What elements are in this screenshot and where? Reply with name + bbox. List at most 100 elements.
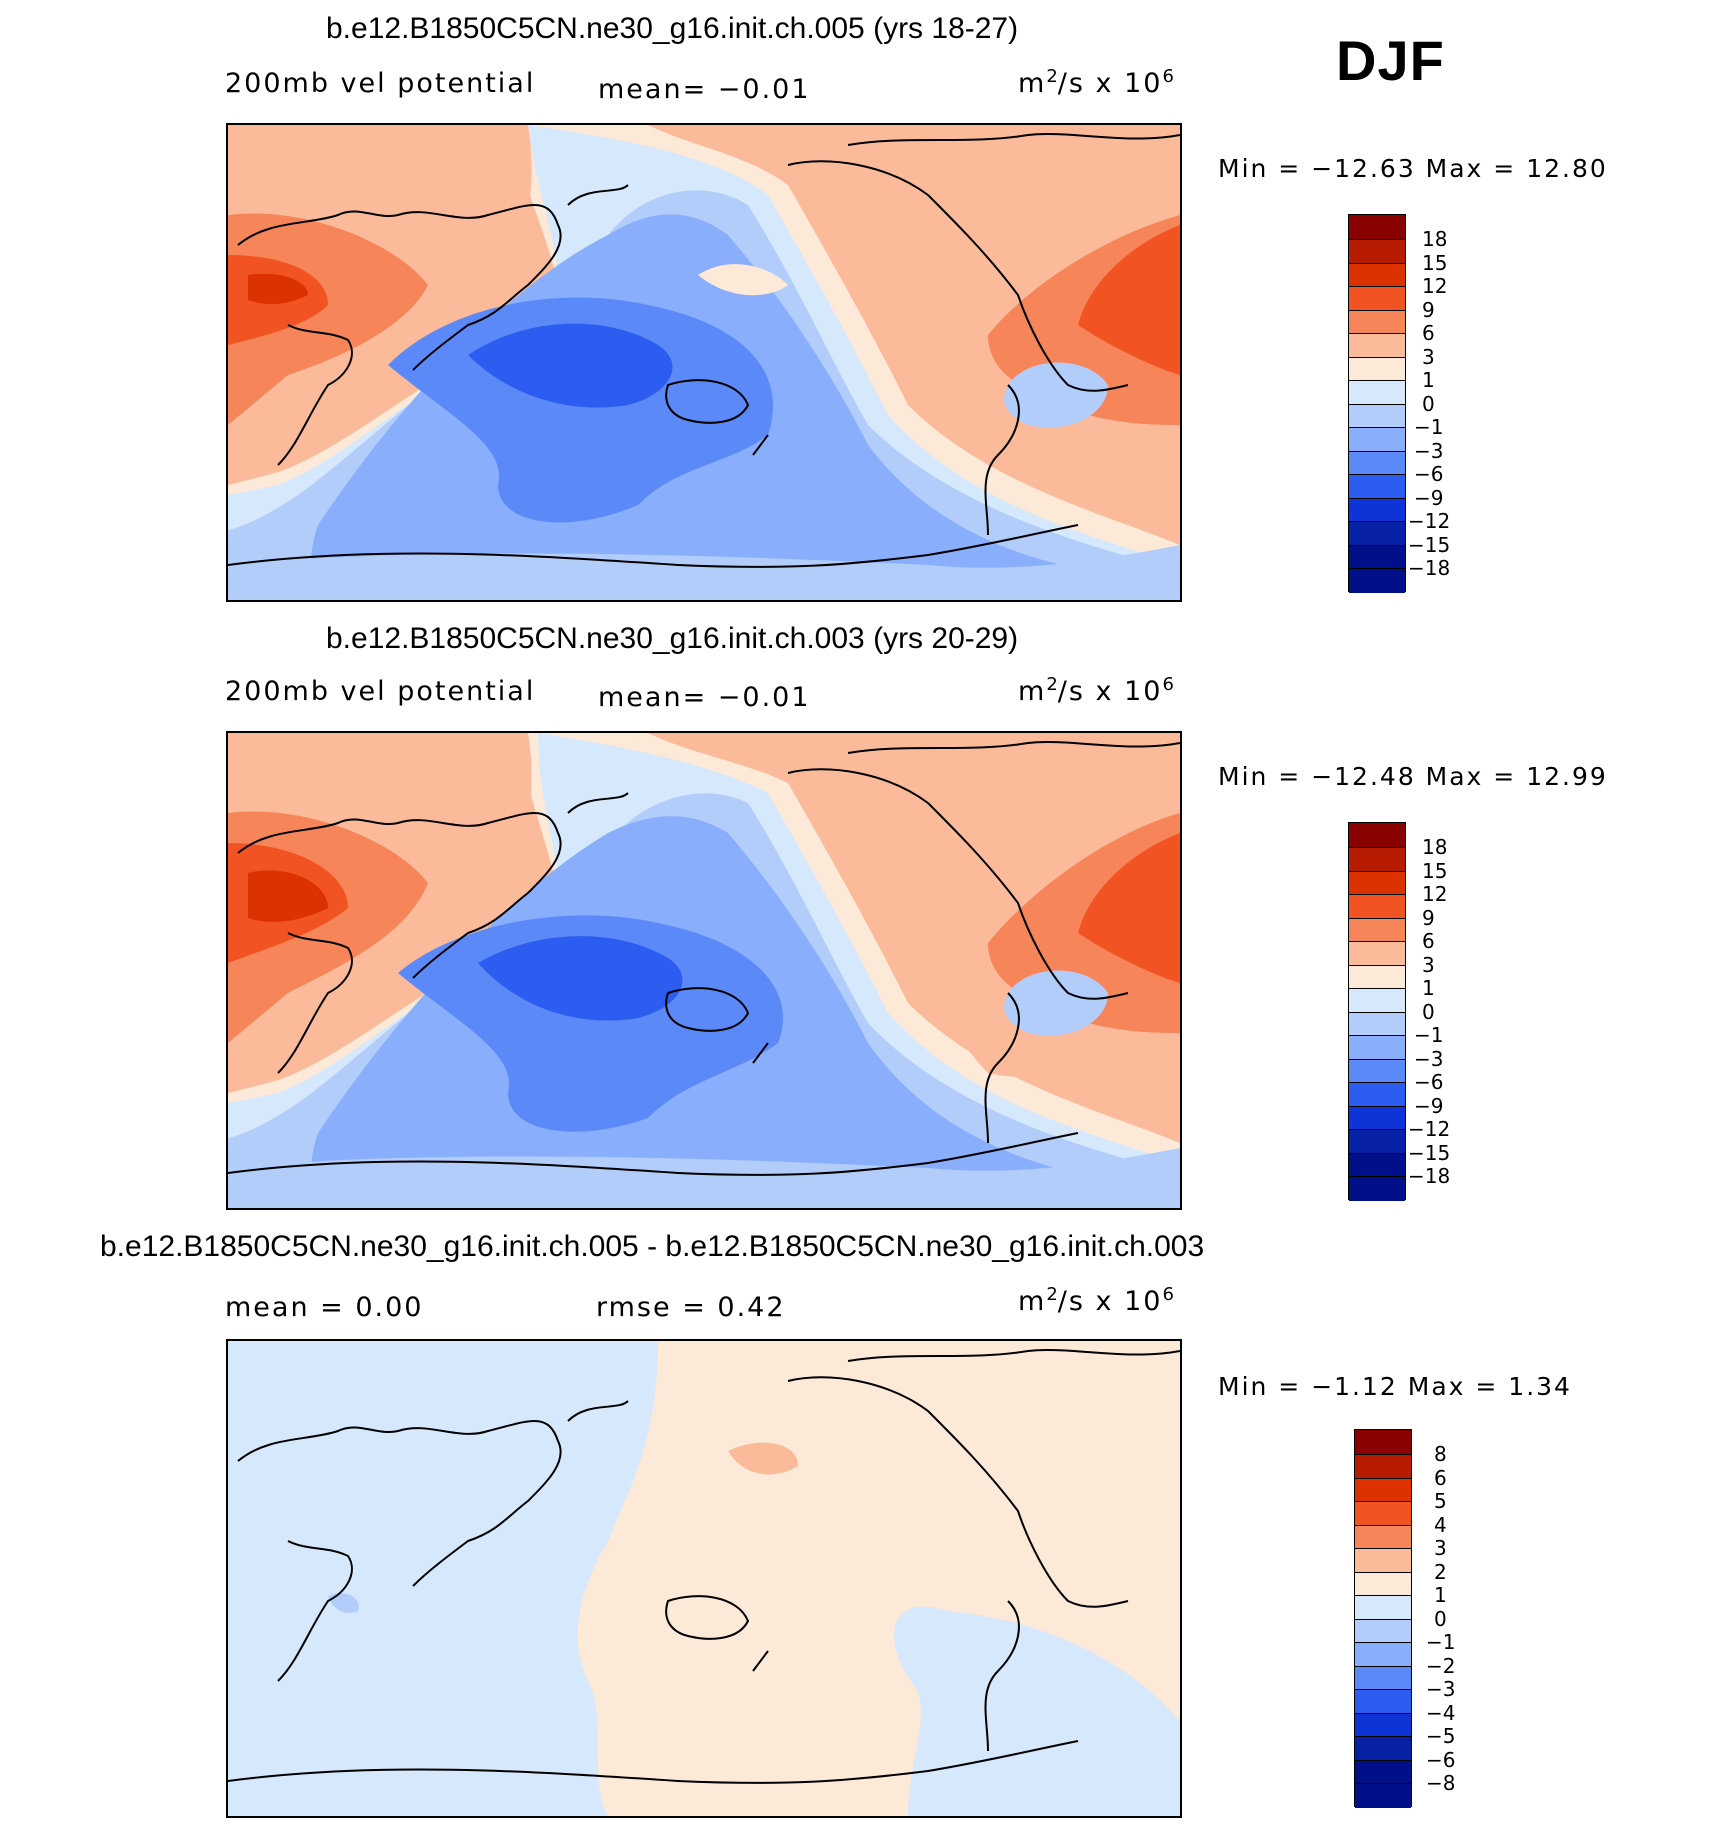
colorbar-swatch xyxy=(1349,942,1405,966)
colorbar-swatch xyxy=(1349,428,1405,452)
colorbar-swatch xyxy=(1355,1666,1411,1690)
panel-3-mean-label: mean = 0.00 xyxy=(225,1292,424,1323)
colorbar-swatch xyxy=(1355,1619,1411,1643)
panel-3-map xyxy=(226,1339,1182,1818)
colorbar-swatch xyxy=(1349,989,1405,1013)
colorbar-tick-label: 18 xyxy=(1422,227,1448,251)
colorbar-swatch xyxy=(1355,1455,1411,1479)
colorbar-swatch xyxy=(1349,357,1405,381)
colorbar-swatch xyxy=(1349,569,1405,593)
panel-2-colorbar xyxy=(1348,822,1406,1201)
panel-1-mean-label: mean= −0.01 xyxy=(598,74,811,105)
colorbar-swatch xyxy=(1349,215,1405,240)
colorbar-swatch xyxy=(1349,1059,1405,1083)
colorbar-swatch xyxy=(1355,1690,1411,1714)
colorbar-swatch xyxy=(1349,848,1405,872)
colorbar-tick-label: 12 xyxy=(1422,274,1448,298)
colorbar-swatch xyxy=(1349,263,1405,287)
colorbar-tick-label: −15 xyxy=(1408,532,1451,557)
colorbar-tick-label: −9 xyxy=(1414,485,1444,510)
colorbar-swatch xyxy=(1355,1737,1411,1761)
colorbar-tick-label: 9 xyxy=(1422,297,1435,322)
colorbar-tick-label: −18 xyxy=(1408,556,1451,580)
panel-1-colorbar xyxy=(1348,214,1406,593)
colorbar-tick-label: 5 xyxy=(1434,1489,1447,1513)
colorbar-tick-label: 1 xyxy=(1434,1583,1447,1607)
colorbar-swatch xyxy=(1355,1478,1411,1502)
colorbar-swatch xyxy=(1355,1784,1411,1808)
colorbar-tick-label: −6 xyxy=(1426,1747,1456,1772)
colorbar-tick-label: 3 xyxy=(1434,1536,1447,1560)
panel-2-mean-label: mean= −0.01 xyxy=(598,682,811,713)
colorbar-swatch xyxy=(1355,1713,1411,1737)
colorbar-swatch xyxy=(1349,1130,1405,1154)
colorbar-tick-label: 9 xyxy=(1422,905,1435,930)
colorbar-swatch xyxy=(1355,1502,1411,1526)
panel-3-minmax: Min = −1.12 Max = 1.34 xyxy=(1218,1372,1572,1401)
colorbar-tick-label: −3 xyxy=(1414,438,1444,463)
colorbar-tick-label: 1 xyxy=(1422,976,1435,1000)
colorbar-tick-label: 2 xyxy=(1434,1559,1447,1584)
colorbar-tick-label: 6 xyxy=(1422,929,1435,953)
panel-2-variable-label: 200mb vel potential xyxy=(225,676,536,707)
colorbar-swatch xyxy=(1355,1572,1411,1596)
colorbar-swatch xyxy=(1349,1153,1405,1177)
colorbar-swatch xyxy=(1349,522,1405,546)
colorbar-tick-label: 12 xyxy=(1422,882,1448,906)
colorbar-tick-label: 3 xyxy=(1422,344,1435,369)
colorbar-tick-label: 3 xyxy=(1422,952,1435,977)
colorbar-swatch xyxy=(1349,918,1405,942)
colorbar-swatch xyxy=(1349,1036,1405,1060)
colorbar-swatch xyxy=(1349,545,1405,569)
colorbar-swatch xyxy=(1349,404,1405,428)
panel-2-minmax: Min = −12.48 Max = 12.99 xyxy=(1218,762,1608,791)
colorbar-tick-label: 15 xyxy=(1422,858,1448,883)
colorbar-swatch xyxy=(1349,240,1405,264)
colorbar-tick-label: −6 xyxy=(1414,462,1444,486)
colorbar-swatch xyxy=(1349,965,1405,989)
colorbar-swatch xyxy=(1355,1643,1411,1667)
panel-1-variable-label: 200mb vel potential xyxy=(225,68,536,99)
colorbar-swatch xyxy=(1349,1106,1405,1130)
colorbar-swatch xyxy=(1349,1012,1405,1036)
colorbar-swatch xyxy=(1349,451,1405,475)
colorbar-swatch xyxy=(1355,1525,1411,1549)
colorbar-swatch xyxy=(1349,871,1405,895)
colorbar-tick-label: 15 xyxy=(1422,250,1448,275)
colorbar-tick-label: −12 xyxy=(1408,1117,1451,1141)
colorbar-swatch xyxy=(1349,310,1405,334)
colorbar-swatch xyxy=(1349,1177,1405,1201)
season-label: DJF xyxy=(1336,29,1445,92)
colorbar-tick-label: −5 xyxy=(1426,1724,1456,1748)
colorbar-swatch xyxy=(1349,287,1405,311)
colorbar-tick-label: −1 xyxy=(1414,415,1444,439)
colorbar-swatch xyxy=(1349,823,1405,848)
colorbar-tick-label: 6 xyxy=(1434,1465,1447,1490)
colorbar-tick-label: 0 xyxy=(1434,1606,1447,1631)
colorbar-tick-label: −18 xyxy=(1408,1164,1451,1188)
colorbar-tick-label: −3 xyxy=(1414,1046,1444,1071)
colorbar-tick-label: −4 xyxy=(1426,1700,1456,1725)
panel-3-units-label: m2/s x 106 xyxy=(1018,1284,1174,1317)
colorbar-swatch xyxy=(1349,381,1405,405)
colorbar-tick-label: −3 xyxy=(1426,1677,1456,1701)
colorbar-tick-label: −1 xyxy=(1426,1630,1456,1654)
colorbar-tick-label: −9 xyxy=(1414,1093,1444,1118)
colorbar-tick-label: −8 xyxy=(1426,1771,1456,1795)
colorbar-swatch xyxy=(1349,1083,1405,1107)
panel-3-title: b.e12.B1850C5CN.ne30_g16.init.ch.005 - b… xyxy=(100,1230,1205,1263)
panel-2-title: b.e12.B1850C5CN.ne30_g16.init.ch.003 (yr… xyxy=(326,622,1019,655)
colorbar-tick-label: −15 xyxy=(1408,1140,1451,1165)
colorbar-tick-label: −12 xyxy=(1408,509,1451,533)
panel-3-colorbar xyxy=(1354,1429,1412,1808)
colorbar-tick-label: 0 xyxy=(1422,999,1435,1024)
colorbar-tick-label: −1 xyxy=(1414,1023,1444,1047)
colorbar-swatch xyxy=(1355,1430,1411,1455)
panel-1-minmax: Min = −12.63 Max = 12.80 xyxy=(1218,154,1608,183)
colorbar-tick-label: 18 xyxy=(1422,835,1448,859)
colorbar-tick-label: −6 xyxy=(1414,1070,1444,1094)
colorbar-tick-label: 0 xyxy=(1422,391,1435,416)
colorbar-swatch xyxy=(1349,475,1405,499)
colorbar-swatch xyxy=(1349,334,1405,358)
colorbar-tick-label: 4 xyxy=(1434,1512,1447,1537)
